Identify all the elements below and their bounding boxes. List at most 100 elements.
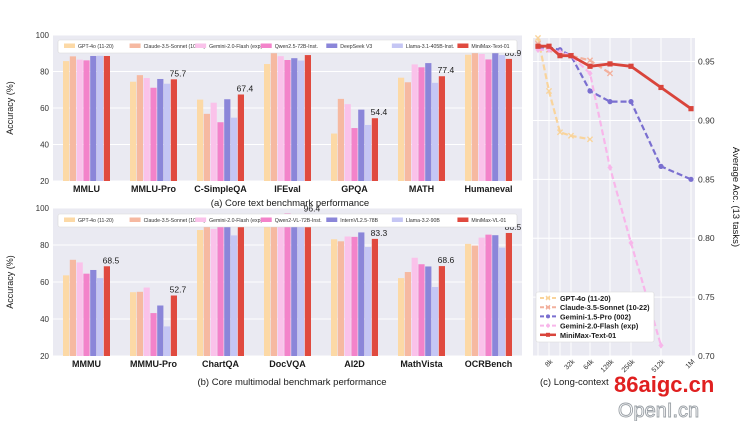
text-bar: [404, 82, 411, 181]
vl-ytick-label: 100: [36, 204, 50, 213]
vl-xtick-label: MMMU-Pro: [130, 359, 177, 369]
text-legend-swatch: [326, 43, 338, 48]
vl-legend-label: Claude-3.5-Sonnet (10-22): [144, 218, 206, 224]
vl-data-label: 68.6: [438, 255, 455, 265]
vl-xtick-label: OCRBench: [465, 359, 513, 369]
vl-bar: [371, 238, 378, 356]
long-point: [658, 342, 664, 349]
vl-bar: [485, 234, 492, 356]
vl-legend-swatch: [391, 217, 403, 222]
text-bar: [130, 81, 137, 181]
vl-legend-label: Gemini-2.0-Flash (exp): [209, 218, 262, 224]
long-ytick-label: 0.80: [698, 233, 715, 243]
text-bar: [69, 56, 76, 181]
text-bar: [291, 58, 298, 181]
text-legend-label: Claude-3.5-Sonnet (10-22): [144, 44, 206, 50]
vl-bar: [291, 215, 298, 356]
text-ytick-label: 40: [40, 141, 49, 150]
vl-bar: [418, 264, 425, 356]
text-bar: [499, 55, 506, 182]
long-xtick-label: 8k: [544, 358, 555, 369]
vl-bar: [130, 292, 137, 356]
text-bar: [224, 99, 231, 181]
vl-bar: [237, 223, 244, 356]
text-ytick-label: 80: [40, 68, 49, 77]
text-bar: [157, 78, 164, 181]
long-xtick-label: 1M: [685, 358, 697, 370]
text-data-label: 67.4: [237, 83, 254, 93]
chart-marks: 2040608010088.5MMLU75.7MMLU-Pro67.4C-Sim…: [36, 31, 715, 374]
vl-bar: [425, 266, 432, 356]
long-legend-label: Claude-3.5-Sonnet (10-22): [560, 303, 650, 312]
long-legend-label: MiniMax-Text-01: [560, 331, 616, 340]
vl-data-label: 83.3: [371, 228, 388, 238]
text-xtick-label: MATH: [409, 184, 434, 194]
long-point: [546, 323, 550, 329]
long-point: [567, 132, 575, 139]
text-bar: [143, 78, 150, 181]
vl-xtick-label: ChartQA: [202, 359, 240, 369]
vl-ytick-label: 40: [40, 315, 49, 324]
text-bar: [471, 46, 478, 182]
vl-ytick-label: 20: [40, 352, 49, 361]
long-point: [545, 295, 551, 301]
text-bar: [425, 63, 432, 182]
text-panel-caption: (a) Core text benchmark performance: [211, 198, 369, 209]
text-bar: [478, 53, 485, 182]
text-xtick-label: MMLU-Pro: [131, 184, 176, 194]
long-ytick-label: 0.75: [698, 292, 715, 302]
long-point: [606, 70, 614, 77]
vl-data-label: 96.4: [304, 204, 321, 214]
long-point: [628, 99, 634, 105]
text-legend-label: Qwen2.5-72B-Inst.: [275, 44, 318, 50]
vl-xtick-label: AI2D: [344, 359, 365, 369]
text-bar: [344, 104, 351, 181]
text-bar: [492, 49, 499, 182]
long-panel-ylabel: Average Acc. (13 tasks): [730, 147, 741, 247]
vl-legend-box: [57, 213, 518, 228]
vl-bar: [90, 269, 97, 356]
vl-legend-swatch: [260, 217, 272, 222]
text-bar: [217, 122, 224, 181]
vl-bar: [164, 326, 171, 356]
long-point: [658, 84, 664, 91]
text-bar: [371, 118, 378, 181]
text-xtick-label: C-SimpleQA: [194, 184, 247, 194]
vl-legend-swatch: [457, 217, 469, 222]
text-legend-label: DeepSeek V3: [340, 44, 372, 50]
vl-bar: [284, 213, 291, 356]
text-bar: [337, 98, 344, 181]
text-xtick-label: IFEval: [274, 184, 301, 194]
long-point: [586, 136, 594, 143]
vl-legend-swatch: [326, 217, 338, 222]
long-ytick-label: 0.90: [698, 115, 715, 125]
text-bar: [237, 94, 244, 181]
text-legend-swatch: [129, 43, 141, 48]
vl-xtick-label: MMMU: [72, 359, 101, 369]
long-point: [587, 63, 593, 69]
text-legend-swatch: [195, 43, 207, 48]
vl-bar: [298, 226, 305, 356]
vl-bar: [76, 262, 83, 356]
text-bar: [197, 99, 204, 181]
text-bar: [210, 102, 217, 181]
vl-bar: [471, 245, 478, 356]
text-bar: [398, 77, 405, 181]
text-bar: [270, 53, 277, 181]
text-bar: [365, 124, 372, 181]
vl-legend-label: Qwen2-VL-72B-Inst.: [275, 218, 322, 224]
text-xtick-label: Humaneval: [464, 184, 512, 194]
text-data-label: 75.7: [170, 68, 187, 78]
long-point: [658, 163, 664, 169]
text-bar: [76, 59, 83, 182]
long-ytick-label: 0.70: [698, 351, 715, 361]
text-bar: [505, 58, 512, 181]
long-point: [545, 304, 551, 310]
vl-bar: [83, 273, 90, 356]
text-bar: [164, 83, 171, 181]
vl-bar: [224, 223, 231, 356]
vl-bar: [411, 257, 418, 356]
text-legend-swatch: [64, 43, 75, 48]
vl-bar: [210, 228, 217, 356]
